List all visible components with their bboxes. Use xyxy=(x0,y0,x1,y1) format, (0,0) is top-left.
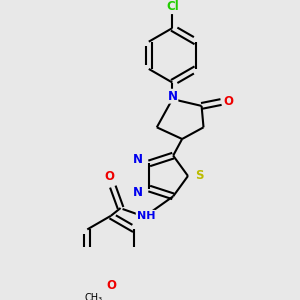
Text: O: O xyxy=(224,94,234,107)
Text: O: O xyxy=(106,279,116,292)
Text: N: N xyxy=(133,153,142,166)
Text: N: N xyxy=(167,90,177,103)
Text: S: S xyxy=(195,169,204,182)
Text: O: O xyxy=(104,170,114,183)
Text: Cl: Cl xyxy=(166,0,179,13)
Text: CH₃: CH₃ xyxy=(84,292,102,300)
Text: N: N xyxy=(133,186,142,199)
Text: NH: NH xyxy=(137,211,155,221)
